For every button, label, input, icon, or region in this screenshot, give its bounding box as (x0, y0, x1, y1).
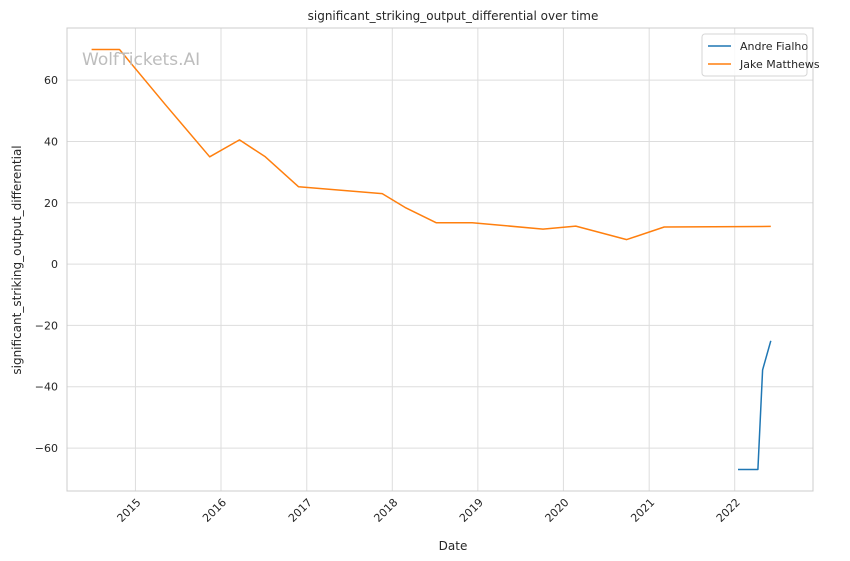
x-tick-label-2015: 2015 (115, 496, 144, 525)
x-axis-ticks: 2015 2016 2017 2018 2019 2020 2021 2022 (115, 496, 743, 525)
y-tick-label-4: −20 (35, 319, 58, 332)
legend-box (701, 33, 808, 77)
series-line-andre-fialho (738, 340, 772, 471)
grid (67, 28, 813, 491)
chart-title: significant_striking_output_differential… (308, 9, 599, 23)
y-tick-label-2: 20 (44, 197, 58, 210)
plot-background (67, 28, 813, 491)
x-tick-label-2020: 2020 (543, 496, 572, 525)
y-tick-label-0: 60 (44, 74, 58, 87)
y-tick-label-5: −40 (35, 381, 58, 394)
legend: Andre Fialho Jake Matthews (701, 33, 820, 77)
y-tick-label-3: 0 (51, 258, 58, 271)
x-tick-label-2017: 2017 (286, 496, 315, 525)
x-tick-label-2016: 2016 (200, 496, 229, 525)
x-tick-label-2022: 2022 (714, 496, 743, 525)
y-tick-label-6: −60 (35, 442, 58, 455)
series-layer (91, 48, 772, 471)
x-tick-label-2018: 2018 (371, 496, 400, 525)
x-tick-label-2021: 2021 (628, 496, 657, 525)
legend-label-andre-fialho: Andre Fialho (740, 40, 808, 53)
y-tick-label-1: 40 (44, 135, 58, 148)
x-tick-label-2019: 2019 (457, 496, 486, 525)
x-axis-label: Date (439, 539, 468, 553)
y-axis-ticks: 60 40 20 0 −20 −40 −60 (35, 74, 58, 455)
plot-frame (66, 27, 814, 492)
series-line-jake-matthews (91, 48, 771, 241)
watermark: WolfTickets.AI (82, 50, 200, 70)
legend-label-jake-matthews: Jake Matthews (739, 58, 820, 71)
y-axis-label: significant_striking_output_differential (10, 145, 24, 374)
